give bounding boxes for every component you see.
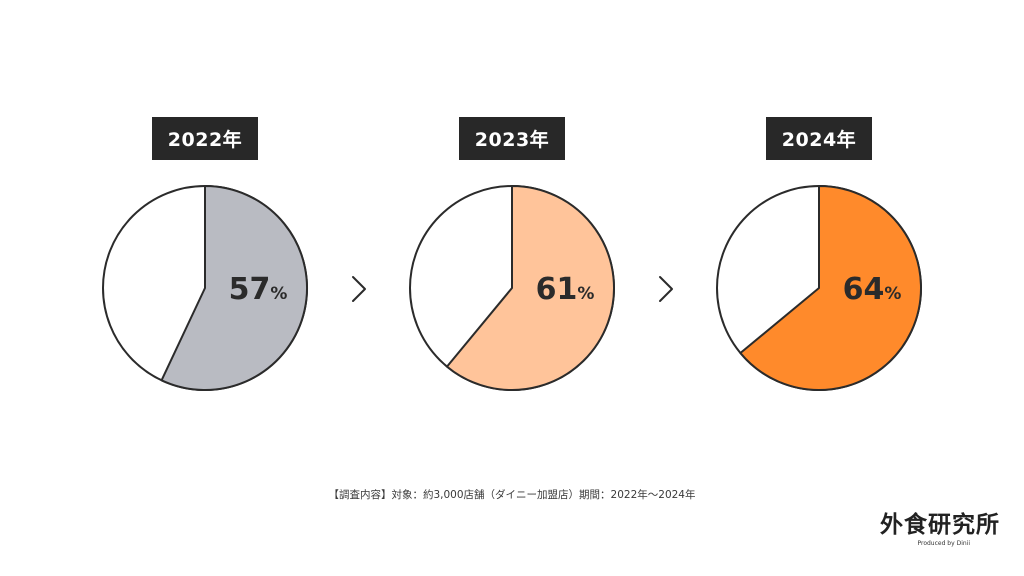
pie-slice-2022 — [160, 185, 308, 391]
pie-slice-2024 — [739, 185, 922, 391]
pie-chart-2023: 61% — [409, 185, 615, 391]
year-badge-2024: 2024年 — [766, 117, 872, 160]
pie-percent-2022: 57% — [229, 272, 288, 307]
pie-chart-2024: 64% — [716, 185, 922, 391]
year-badge-2023: 2023年 — [459, 117, 565, 160]
pie-slice-2023 — [445, 185, 615, 391]
logo-subtitle: Produced by Dinii — [917, 540, 970, 547]
pie-percent-unit-2024: % — [884, 284, 901, 304]
chevron-right-icon — [352, 276, 366, 302]
pie-chart-2022: 57% — [102, 185, 308, 391]
pie-percent-2023: 61% — [536, 272, 595, 307]
logo: 外食研究所 Produced by Dinii — [880, 512, 1000, 547]
pie-percent-value-2023: 61 — [536, 272, 578, 307]
pie-percent-unit-2023: % — [577, 284, 594, 304]
logo-title: 外食研究所 — [880, 512, 1000, 538]
pie-percent-unit-2022: % — [270, 284, 287, 304]
chevron-right-icon — [659, 276, 673, 302]
pie-percent-value-2024: 64 — [843, 272, 885, 307]
survey-footnote: 【調査内容】対象：約3,000店舗（ダイニー加盟店）期間：2022年〜2024年 — [328, 489, 696, 501]
pie-percent-value-2022: 57 — [229, 272, 271, 307]
year-badge-2022: 2022年 — [152, 117, 258, 160]
pie-percent-2024: 64% — [843, 272, 902, 307]
